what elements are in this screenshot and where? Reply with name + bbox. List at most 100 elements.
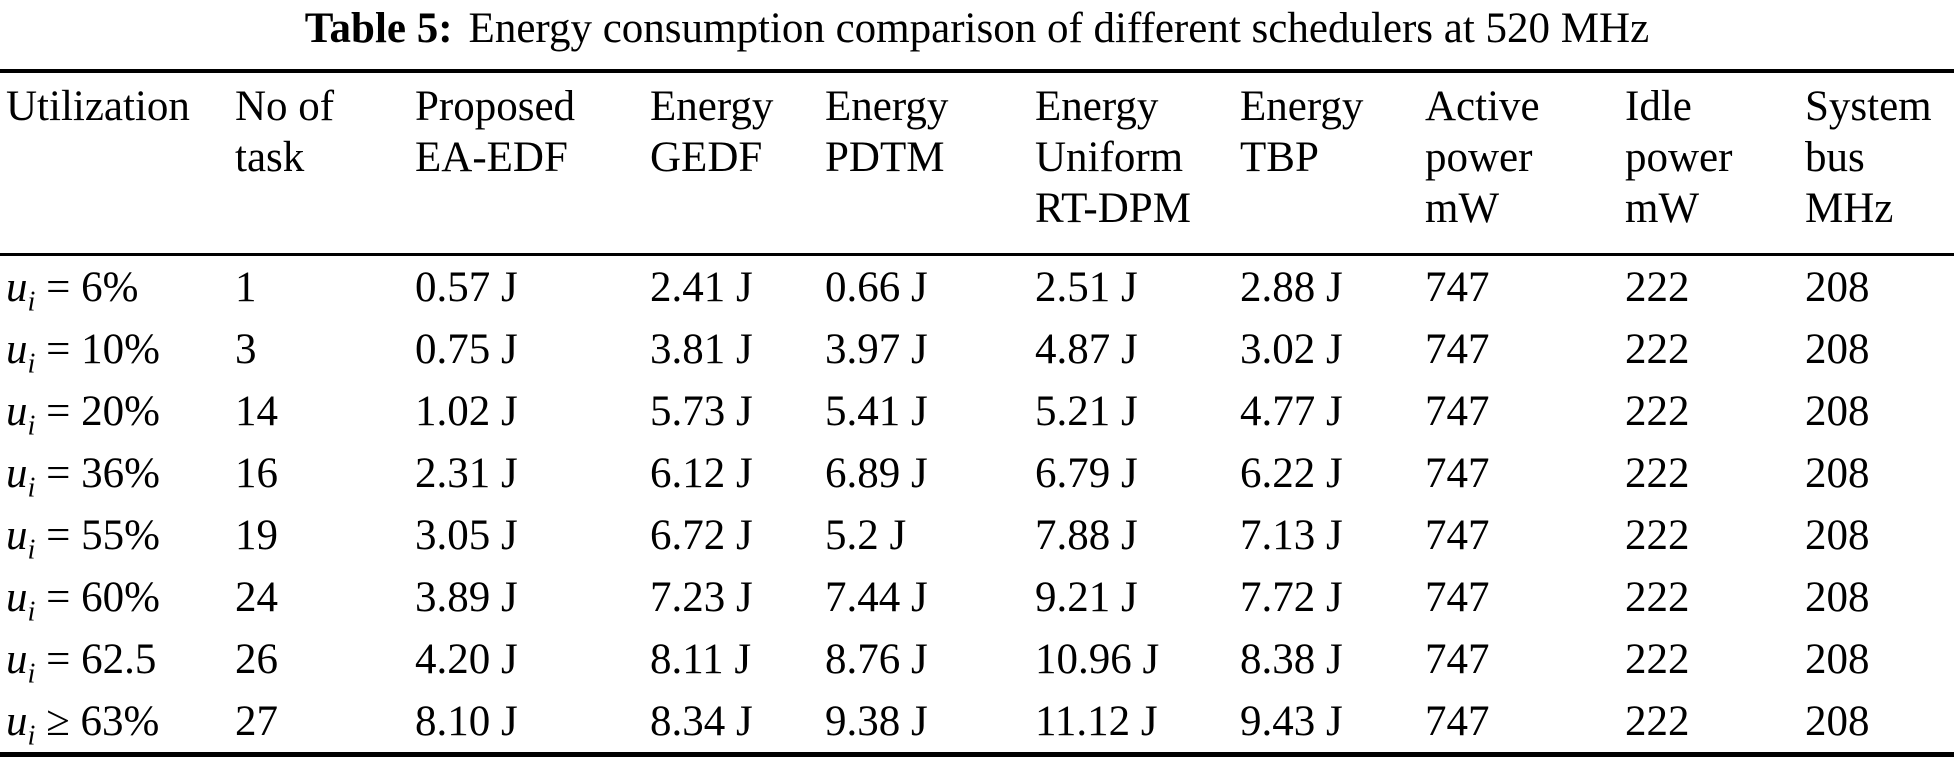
header-row: Utilization No of task Proposed EA-EDF Ener… (0, 71, 1954, 256)
cell-tasks: 27 (235, 697, 278, 745)
cell-tasks: 24 (235, 573, 278, 621)
cell-pdtm: 8.76 J (825, 635, 928, 683)
cell-gedf: 8.11 J (650, 635, 752, 683)
cell-utilization: ui = 55% (6, 511, 160, 566)
cell-idle_power: 222 (1625, 449, 1690, 497)
cell-tasks: 1 (235, 263, 257, 311)
cell-active_power: 747 (1425, 573, 1490, 621)
cell-gedf: 3.81 J (650, 325, 753, 373)
cell-system_bus: 208 (1805, 387, 1870, 435)
cell-idle_power: 222 (1625, 511, 1690, 559)
cell-gedf: 6.72 J (650, 511, 753, 559)
cell-rt_dpm: 10.96 J (1035, 635, 1160, 683)
cell-rt_dpm: 2.51 J (1035, 263, 1138, 311)
cell-active_power: 747 (1425, 263, 1490, 311)
table-row: ui ≥ 63% 27 8.10 J 8.34 J 9.38 J 11.12 J 9.43 … (0, 690, 1954, 755)
cell-gedf: 7.23 J (650, 573, 753, 621)
column-header-rt_dpm: Energy Uniform RT-DPM (1035, 71, 1240, 256)
cell-idle_power: 222 (1625, 263, 1690, 311)
cell-utilization: ui = 6% (6, 263, 139, 318)
cell-idle_power: 222 (1625, 573, 1690, 621)
cell-system_bus: 208 (1805, 325, 1870, 373)
cell-system_bus: 208 (1805, 697, 1870, 745)
cell-rt_dpm: 6.79 J (1035, 449, 1138, 497)
cell-ea_edf: 3.05 J (415, 511, 518, 559)
column-header-ea_edf: Proposed EA-EDF (415, 71, 650, 256)
table-caption-text: Energy consumption comparison of differe… (468, 5, 1650, 52)
cell-pdtm: 6.89 J (825, 449, 928, 497)
column-header-gedf: Energy GEDF (650, 71, 825, 256)
cell-utilization: ui = 62.5 (6, 635, 157, 690)
cell-tbp: 9.43 J (1240, 697, 1343, 745)
cell-ea_edf: 1.02 J (415, 387, 518, 435)
column-header-tbp: Energy TBP (1240, 71, 1425, 256)
cell-gedf: 2.41 J (650, 263, 753, 311)
cell-utilization: ui = 60% (6, 573, 160, 628)
cell-pdtm: 3.97 J (825, 325, 928, 373)
cell-active_power: 747 (1425, 635, 1490, 683)
cell-active_power: 747 (1425, 325, 1490, 373)
cell-idle_power: 222 (1625, 387, 1690, 435)
cell-ea_edf: 2.31 J (415, 449, 518, 497)
cell-gedf: 5.73 J (650, 387, 753, 435)
cell-tbp: 7.13 J (1240, 511, 1343, 559)
column-header-tasks: No of task (235, 71, 415, 256)
cell-tasks: 26 (235, 635, 278, 683)
cell-system_bus: 208 (1805, 263, 1870, 311)
cell-pdtm: 9.38 J (825, 697, 928, 745)
cell-pdtm: 5.41 J (825, 387, 928, 435)
cell-utilization: ui = 20% (6, 387, 160, 442)
cell-idle_power: 222 (1625, 325, 1690, 373)
table-row: ui = 6% 1 0.57 J 2.41 J 0.66 J 2.51 J 2.88 J 74… (0, 255, 1954, 319)
cell-rt_dpm: 7.88 J (1035, 511, 1138, 559)
table-row: ui = 36% 16 2.31 J 6.12 J 6.89 J 6.79 J 6.22 J… (0, 442, 1954, 504)
cell-utilization: ui = 10% (6, 325, 160, 380)
cell-pdtm: 7.44 J (825, 573, 928, 621)
column-header-active_power: Active power mW (1425, 71, 1625, 256)
cell-system_bus: 208 (1805, 511, 1870, 559)
cell-active_power: 747 (1425, 697, 1490, 745)
cell-system_bus: 208 (1805, 635, 1870, 683)
table-row: ui = 20% 14 1.02 J 5.73 J 5.41 J 5.21 J 4.77 J… (0, 380, 1954, 442)
cell-active_power: 747 (1425, 511, 1490, 559)
energy-comparison-table: Utilization No of task Proposed EA-EDF Ener… (0, 69, 1954, 757)
cell-ea_edf: 3.89 J (415, 573, 518, 621)
cell-tbp: 6.22 J (1240, 449, 1343, 497)
cell-tasks: 3 (235, 325, 257, 373)
cell-ea_edf: 0.75 J (415, 325, 518, 373)
table-row: ui = 10% 3 0.75 J 3.81 J 3.97 J 4.87 J 3.02 J 7… (0, 318, 1954, 380)
cell-active_power: 747 (1425, 449, 1490, 497)
cell-pdtm: 5.2 J (825, 511, 907, 559)
table-row: ui = 62.5 26 4.20 J 8.11 J 8.76 J 10.96 J 8.38… (0, 628, 1954, 690)
cell-tbp: 2.88 J (1240, 263, 1343, 311)
table-caption-number: Table 5: (304, 5, 453, 52)
table-caption: Table 5: Energy consumption comparison of… (0, 4, 1954, 53)
table-row: ui = 60% 24 3.89 J 7.23 J 7.44 J 9.21 J 7.72 J… (0, 566, 1954, 628)
table-row: ui = 55% 19 3.05 J 6.72 J 5.2 J 7.88 J 7.13 J 7… (0, 504, 1954, 566)
cell-utilization: ui = 36% (6, 449, 160, 504)
cell-rt_dpm: 4.87 J (1035, 325, 1138, 373)
cell-rt_dpm: 9.21 J (1035, 573, 1138, 621)
cell-system_bus: 208 (1805, 449, 1870, 497)
cell-idle_power: 222 (1625, 697, 1690, 745)
cell-ea_edf: 0.57 J (415, 263, 518, 311)
cell-tbp: 8.38 J (1240, 635, 1343, 683)
column-header-pdtm: Energy PDTM (825, 71, 1035, 256)
cell-gedf: 6.12 J (650, 449, 753, 497)
cell-ea_edf: 8.10 J (415, 697, 518, 745)
cell-active_power: 747 (1425, 387, 1490, 435)
cell-utilization: ui ≥ 63% (6, 697, 160, 752)
cell-gedf: 8.34 J (650, 697, 753, 745)
cell-tbp: 4.77 J (1240, 387, 1343, 435)
cell-tasks: 19 (235, 511, 278, 559)
cell-rt_dpm: 11.12 J (1035, 697, 1158, 745)
cell-rt_dpm: 5.21 J (1035, 387, 1138, 435)
cell-tasks: 16 (235, 449, 278, 497)
cell-system_bus: 208 (1805, 573, 1870, 621)
column-header-system_bus: System bus MHz (1805, 71, 1954, 256)
cell-pdtm: 0.66 J (825, 263, 928, 311)
cell-idle_power: 222 (1625, 635, 1690, 683)
cell-tbp: 3.02 J (1240, 325, 1343, 373)
cell-tasks: 14 (235, 387, 278, 435)
